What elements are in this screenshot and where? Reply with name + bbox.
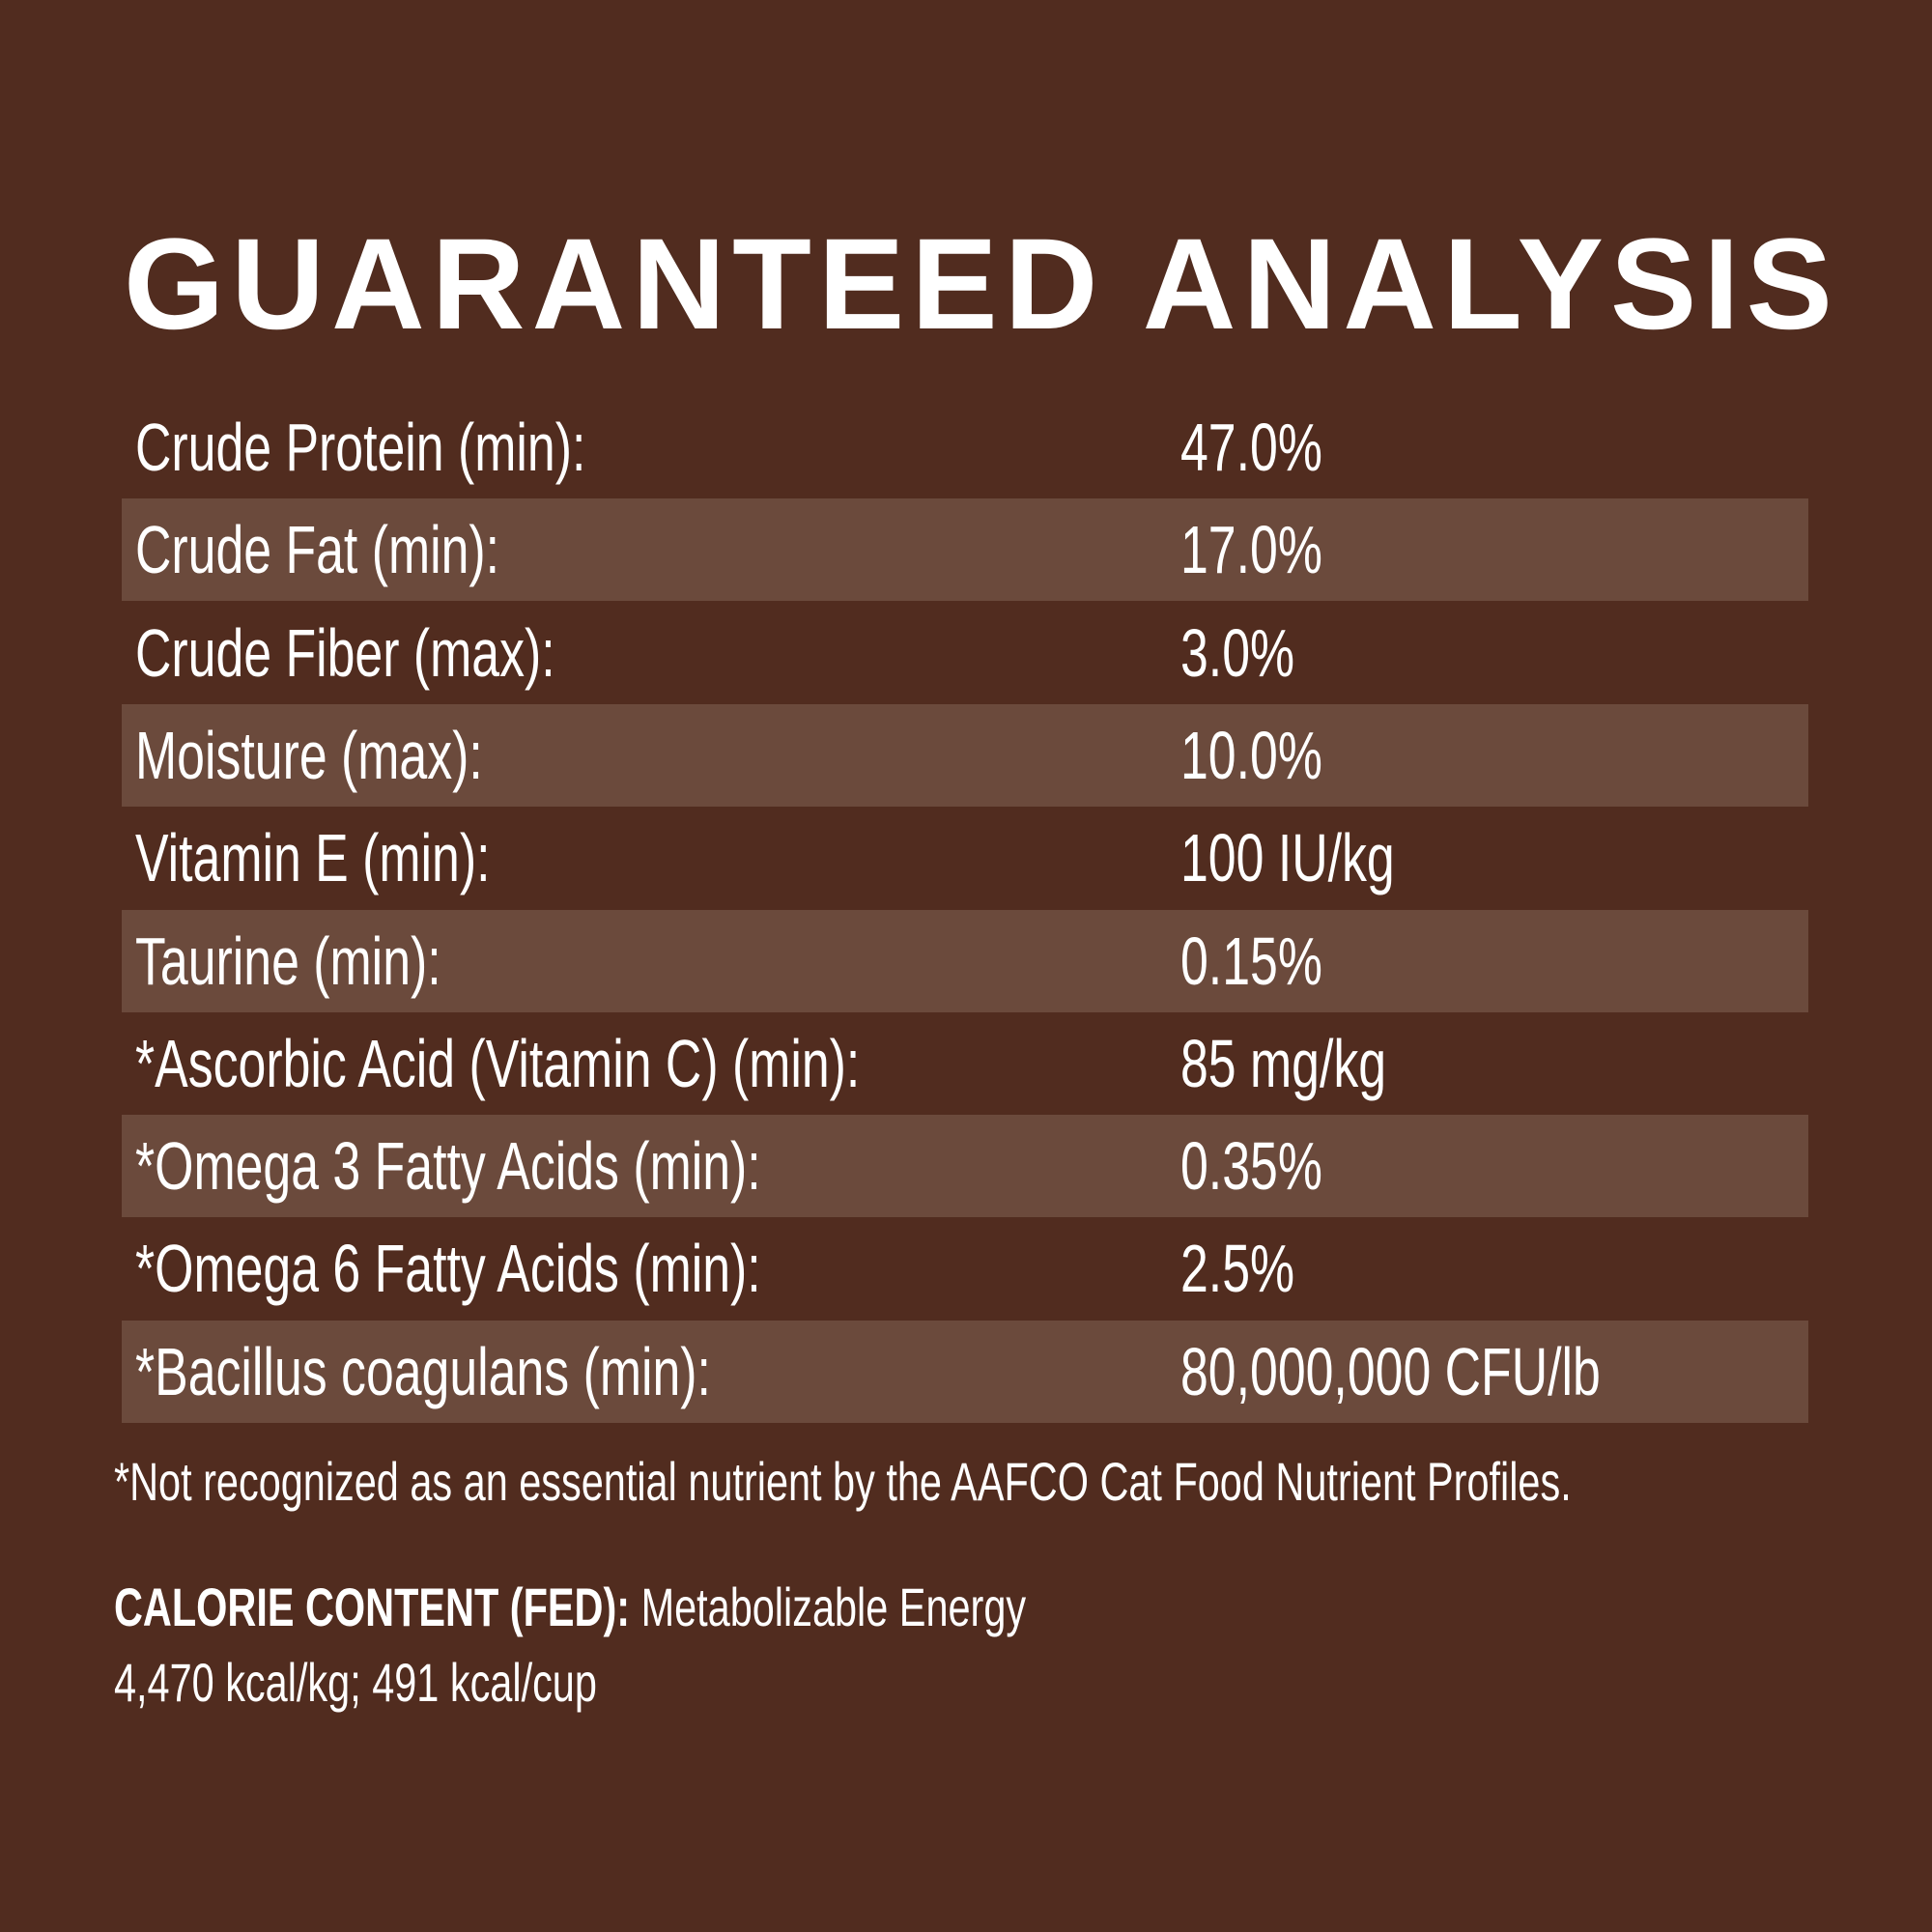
calorie-content: CALORIE CONTENT (FED): Metabolizable Ene… xyxy=(114,1577,1026,1638)
table-row: Vitamin E (min): 100 IU/kg xyxy=(122,807,1808,909)
nutrient-label: Crude Fiber (max): xyxy=(135,614,555,691)
table-row: *Bacillus coagulans (min): 80,000,000 CFU… xyxy=(122,1320,1808,1423)
calorie-values: 4,470 kcal/kg; 491 kcal/cup xyxy=(114,1652,597,1713)
table-row: *Omega 6 Fatty Acids (min): 2.5% xyxy=(122,1217,1808,1320)
nutrient-value: 47.0% xyxy=(1180,410,1322,485)
nutrient-label: *Omega 3 Fatty Acids (min): xyxy=(135,1128,761,1205)
nutrient-value: 85 mg/kg xyxy=(1180,1025,1387,1101)
table-row: Crude Protein (min): 47.0% xyxy=(122,396,1808,498)
table-row: Moisture (max): 10.0% xyxy=(122,703,1808,807)
nutrient-value: 0.15% xyxy=(1180,923,1322,999)
nutrient-label: *Omega 6 Fatty Acids (min): xyxy=(135,1231,761,1307)
table-row: Crude Fat (min): 17.0% xyxy=(122,498,1808,602)
nutrient-label: *Ascorbic Acid (Vitamin C) (min): xyxy=(135,1025,861,1101)
calorie-text: Metabolizable Energy xyxy=(630,1577,1027,1637)
table-row: *Omega 3 Fatty Acids (min): 0.35% xyxy=(122,1115,1808,1218)
table-row: *Ascorbic Acid (Vitamin C) (min): 85 mg/k… xyxy=(122,1012,1808,1115)
table-row: Crude Fiber (max): 3.0% xyxy=(122,602,1808,704)
table-row: Taurine (min): 0.15% xyxy=(122,909,1808,1012)
footnote: *Not recognized as an essential nutrient… xyxy=(114,1451,1572,1512)
nutrient-label: Taurine (min): xyxy=(135,923,441,999)
nutrient-value: 100 IU/kg xyxy=(1180,820,1395,896)
nutrient-value: 80,000,000 CFU/lb xyxy=(1180,1333,1601,1409)
nutrient-value: 0.35% xyxy=(1180,1128,1322,1205)
nutrient-label: *Bacillus coagulans (min): xyxy=(135,1333,711,1409)
calorie-heading: CALORIE CONTENT (FED): xyxy=(114,1577,631,1637)
nutrient-label: Moisture (max): xyxy=(135,717,483,793)
nutrient-label: Vitamin E (min): xyxy=(135,820,491,896)
nutrient-label: Crude Fat (min): xyxy=(135,512,500,588)
nutrient-label: Crude Protein (min): xyxy=(135,410,586,485)
page-title: GUARANTEED ANALYSIS xyxy=(124,213,1839,356)
nutrient-value: 3.0% xyxy=(1180,614,1295,691)
nutrient-value: 10.0% xyxy=(1180,717,1322,793)
nutrient-value: 17.0% xyxy=(1180,512,1322,588)
nutrient-value: 2.5% xyxy=(1180,1231,1295,1307)
